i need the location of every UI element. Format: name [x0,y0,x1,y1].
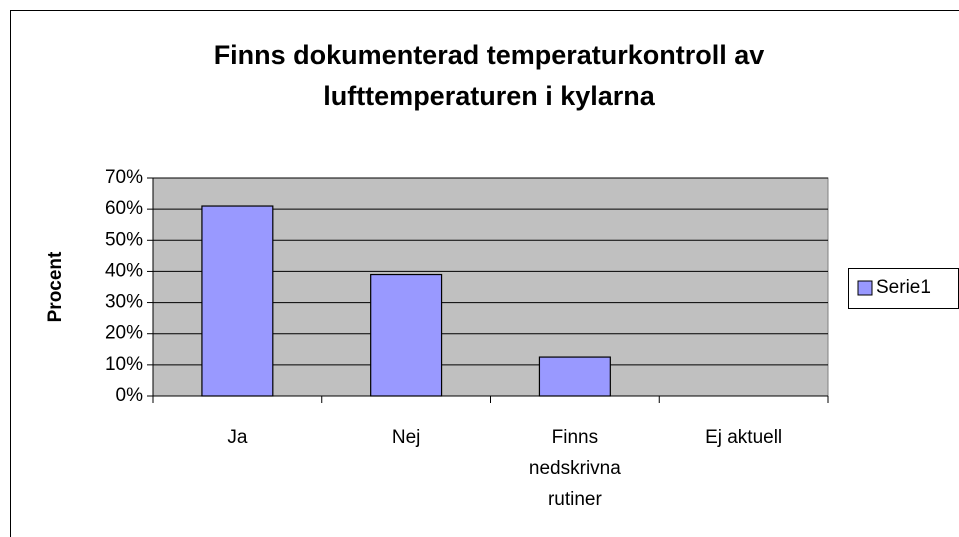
y-tick-label: 30% [105,292,143,313]
x-tick-label: Finns nedskrivna rutiner [529,427,621,510]
x-tick-label-line: nedskrivna [529,458,621,479]
y-tick-label: 60% [105,198,143,219]
y-axis-label: Procent [45,251,66,322]
x-tick-label: Ej aktuell [705,427,782,448]
bar [538,356,611,397]
y-tick-label: 70% [105,167,143,188]
x-tick-label-line: Finns [552,427,598,448]
x-tick-label: Nej [392,427,421,448]
legend-swatch [857,280,873,296]
y-tick-label: 50% [105,229,143,250]
bar [201,205,274,397]
x-tick-label: Ja [227,427,248,448]
y-tick-label: 10% [105,354,143,375]
y-tick-label: 40% [105,260,143,281]
y-tick-label: 20% [105,323,143,344]
legend-label: Serie1 [876,277,931,298]
chart-title: lufttemperaturen i kylarna [323,81,656,111]
bar [370,273,443,397]
x-tick-label-line: rutiner [548,489,603,510]
y-tick-label: 0% [116,385,144,406]
chart-title: Finns dokumenterad temperaturkontroll av [214,40,765,70]
